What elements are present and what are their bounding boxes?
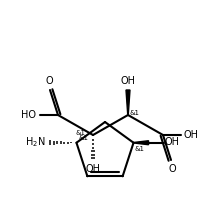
Text: &1: &1 [75,130,85,136]
Text: OH: OH [165,137,180,147]
Text: HO: HO [21,110,36,120]
Text: &1: &1 [135,146,145,152]
Text: OH: OH [184,130,199,140]
Text: OH: OH [86,164,101,174]
Polygon shape [134,141,148,145]
Text: H$_2$N: H$_2$N [25,135,46,149]
Text: &1: &1 [129,110,139,116]
Text: OH: OH [121,76,136,86]
Text: &1: &1 [79,135,88,141]
Text: O: O [45,76,53,86]
Text: O: O [168,164,176,174]
Polygon shape [126,90,130,115]
